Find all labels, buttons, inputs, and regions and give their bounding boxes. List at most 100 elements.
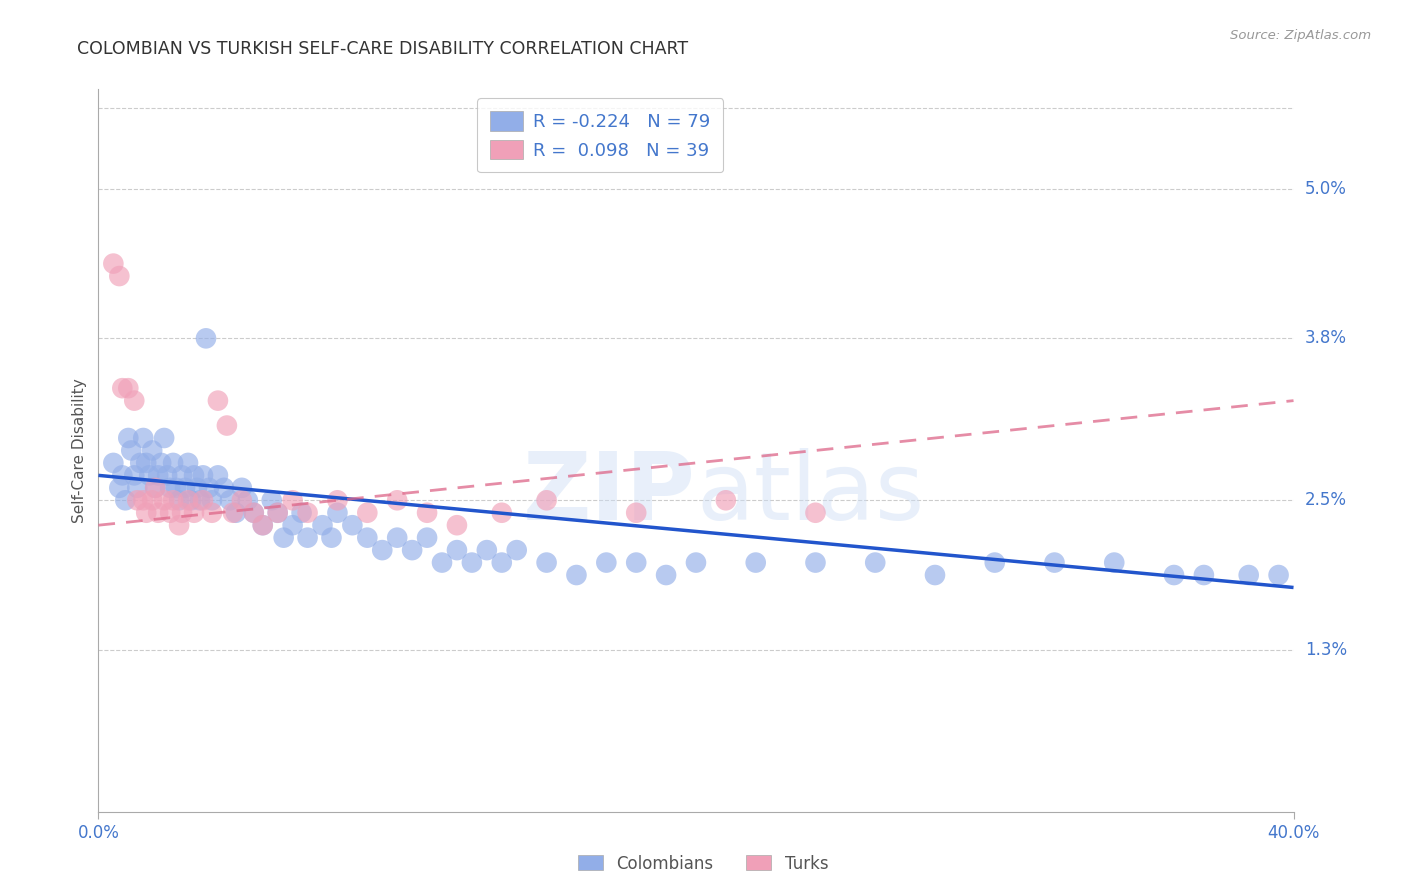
- Point: [162, 493, 184, 508]
- Point: [165, 481, 187, 495]
- Point: [108, 268, 131, 283]
- Text: atlas: atlas: [696, 448, 924, 540]
- Point: [111, 468, 134, 483]
- Point: [132, 431, 155, 445]
- Point: [141, 443, 163, 458]
- Point: [150, 456, 173, 470]
- Point: [536, 493, 558, 508]
- Point: [186, 481, 208, 495]
- Point: [132, 493, 155, 508]
- Point: [212, 481, 235, 495]
- Point: [804, 506, 827, 520]
- Point: [207, 393, 229, 408]
- Point: [416, 531, 439, 545]
- Point: [153, 431, 176, 445]
- Point: [491, 506, 513, 520]
- Text: 2.5%: 2.5%: [1305, 491, 1347, 509]
- Text: 3.8%: 3.8%: [1305, 329, 1347, 347]
- Legend: Colombians, Turks: Colombians, Turks: [571, 848, 835, 880]
- Point: [135, 456, 157, 470]
- Point: [138, 468, 160, 483]
- Point: [297, 506, 319, 520]
- Point: [446, 543, 468, 558]
- Point: [1043, 556, 1066, 570]
- Point: [267, 506, 290, 520]
- Text: 1.3%: 1.3%: [1305, 640, 1347, 659]
- Text: COLOMBIAN VS TURKISH SELF-CARE DISABILITY CORRELATION CHART: COLOMBIAN VS TURKISH SELF-CARE DISABILIT…: [77, 40, 689, 58]
- Point: [215, 418, 238, 433]
- Point: [201, 493, 224, 508]
- Point: [924, 568, 946, 582]
- Point: [141, 493, 163, 508]
- Point: [356, 506, 378, 520]
- Text: ZIP: ZIP: [523, 448, 696, 540]
- Point: [626, 506, 648, 520]
- Point: [148, 506, 170, 520]
- Point: [685, 556, 707, 570]
- Point: [291, 506, 314, 520]
- Point: [1267, 568, 1289, 582]
- Point: [174, 481, 197, 495]
- Point: [714, 493, 737, 508]
- Point: [506, 543, 529, 558]
- Point: [225, 506, 247, 520]
- Point: [1163, 568, 1185, 582]
- Point: [153, 493, 176, 508]
- Point: [117, 431, 139, 445]
- Point: [127, 493, 149, 508]
- Point: [252, 518, 274, 533]
- Point: [371, 543, 394, 558]
- Point: [207, 468, 229, 483]
- Point: [243, 506, 266, 520]
- Point: [626, 556, 648, 570]
- Point: [1237, 568, 1260, 582]
- Point: [984, 556, 1007, 570]
- Point: [156, 468, 179, 483]
- Point: [124, 468, 146, 483]
- Point: [281, 493, 304, 508]
- Point: [177, 493, 200, 508]
- Point: [321, 531, 343, 545]
- Point: [143, 481, 166, 495]
- Point: [167, 518, 190, 533]
- Point: [297, 531, 319, 545]
- Point: [356, 531, 378, 545]
- Point: [236, 493, 259, 508]
- Point: [183, 506, 205, 520]
- Point: [219, 493, 242, 508]
- Point: [198, 481, 221, 495]
- Point: [804, 556, 827, 570]
- Legend: R = -0.224   N = 79, R =  0.098   N = 39: R = -0.224 N = 79, R = 0.098 N = 39: [478, 98, 723, 172]
- Point: [267, 506, 290, 520]
- Point: [475, 543, 498, 558]
- Point: [311, 518, 333, 533]
- Point: [143, 481, 166, 495]
- Point: [1104, 556, 1126, 570]
- Point: [135, 506, 157, 520]
- Point: [108, 481, 131, 495]
- Point: [243, 506, 266, 520]
- Point: [595, 556, 617, 570]
- Y-axis label: Self-Care Disability: Self-Care Disability: [72, 378, 87, 523]
- Point: [172, 468, 194, 483]
- Point: [159, 506, 181, 520]
- Point: [260, 493, 283, 508]
- Point: [195, 331, 218, 345]
- Point: [188, 493, 211, 508]
- Point: [745, 556, 768, 570]
- Point: [124, 393, 146, 408]
- Point: [385, 531, 409, 545]
- Point: [191, 493, 214, 508]
- Point: [162, 456, 184, 470]
- Point: [114, 493, 136, 508]
- Point: [273, 531, 295, 545]
- Point: [491, 556, 513, 570]
- Point: [191, 468, 214, 483]
- Point: [120, 443, 142, 458]
- Point: [401, 543, 423, 558]
- Point: [1192, 568, 1215, 582]
- Point: [117, 381, 139, 395]
- Point: [127, 481, 149, 495]
- Point: [180, 493, 202, 508]
- Point: [222, 506, 245, 520]
